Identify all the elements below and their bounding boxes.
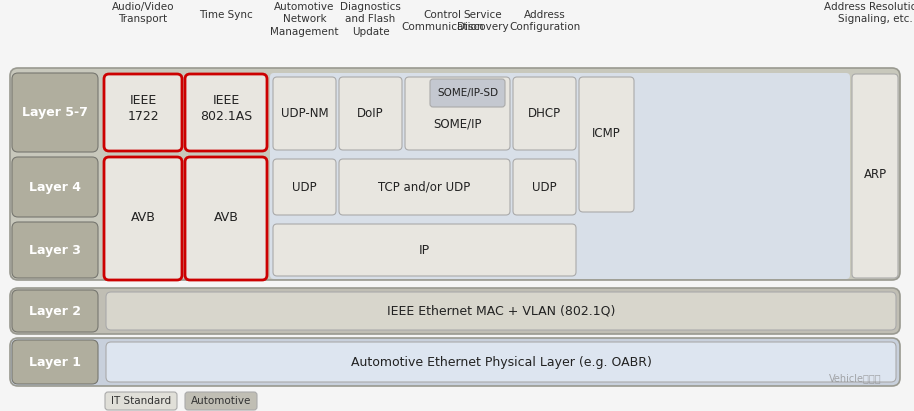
Text: Diagnostics
and Flash
Update: Diagnostics and Flash Update: [340, 2, 401, 37]
Text: Address
Configuration: Address Configuration: [509, 10, 580, 32]
Text: IP: IP: [419, 243, 430, 256]
Text: UDP: UDP: [292, 180, 317, 194]
FancyBboxPatch shape: [579, 77, 634, 212]
FancyBboxPatch shape: [270, 73, 850, 279]
FancyBboxPatch shape: [10, 288, 900, 334]
Text: IEEE
1722: IEEE 1722: [127, 94, 159, 123]
Text: AVB: AVB: [214, 210, 239, 224]
FancyBboxPatch shape: [273, 224, 576, 276]
Text: UDP-NM: UDP-NM: [281, 107, 328, 120]
Text: Automotive
Network
Management: Automotive Network Management: [271, 2, 339, 37]
FancyBboxPatch shape: [339, 159, 510, 215]
Text: SOME/IP-SD: SOME/IP-SD: [437, 88, 498, 98]
FancyBboxPatch shape: [104, 74, 182, 151]
FancyBboxPatch shape: [405, 77, 510, 150]
FancyBboxPatch shape: [185, 157, 267, 280]
Text: Vehicle攻城狮: Vehicle攻城狮: [829, 373, 881, 383]
FancyBboxPatch shape: [106, 292, 896, 330]
Text: DHCP: DHCP: [528, 107, 561, 120]
Text: Address Resolution,
Signaling, etc.: Address Resolution, Signaling, etc.: [824, 2, 914, 24]
FancyBboxPatch shape: [852, 74, 898, 278]
Text: Layer 3: Layer 3: [29, 243, 81, 256]
Text: TCP and/or UDP: TCP and/or UDP: [378, 180, 471, 194]
FancyBboxPatch shape: [12, 73, 98, 152]
Text: Automotive Ethernet Physical Layer (e.g. OABR): Automotive Ethernet Physical Layer (e.g.…: [351, 356, 652, 369]
FancyBboxPatch shape: [513, 159, 576, 215]
FancyBboxPatch shape: [104, 157, 182, 280]
Text: ICMP: ICMP: [592, 127, 621, 140]
FancyBboxPatch shape: [273, 77, 336, 150]
Text: UDP: UDP: [532, 180, 557, 194]
Text: Time Sync: Time Sync: [199, 10, 253, 20]
Text: DoIP: DoIP: [357, 107, 384, 120]
Text: Layer 1: Layer 1: [29, 356, 81, 369]
Text: Control
Communication: Control Communication: [401, 10, 484, 32]
Text: ARP: ARP: [864, 168, 887, 180]
Text: IEEE Ethernet MAC + VLAN (802.1Q): IEEE Ethernet MAC + VLAN (802.1Q): [387, 305, 615, 318]
FancyBboxPatch shape: [10, 68, 900, 280]
FancyBboxPatch shape: [185, 392, 257, 410]
FancyBboxPatch shape: [339, 77, 402, 150]
FancyBboxPatch shape: [105, 392, 177, 410]
FancyBboxPatch shape: [185, 74, 267, 151]
FancyBboxPatch shape: [430, 79, 505, 107]
Text: Automotive: Automotive: [191, 396, 251, 406]
Text: IEEE
802.1AS: IEEE 802.1AS: [200, 94, 252, 123]
Text: Service
Discovery: Service Discovery: [457, 10, 508, 32]
FancyBboxPatch shape: [273, 159, 336, 215]
FancyBboxPatch shape: [12, 340, 98, 384]
Text: AVB: AVB: [131, 210, 155, 224]
FancyBboxPatch shape: [513, 77, 576, 150]
FancyBboxPatch shape: [12, 290, 98, 332]
FancyBboxPatch shape: [10, 338, 900, 386]
FancyBboxPatch shape: [12, 157, 98, 217]
Text: Layer 2: Layer 2: [29, 305, 81, 318]
Text: SOME/IP: SOME/IP: [433, 118, 482, 131]
FancyBboxPatch shape: [12, 222, 98, 278]
Text: IT Standard: IT Standard: [111, 396, 171, 406]
Text: Audio/Video
Transport: Audio/Video Transport: [112, 2, 175, 24]
Text: Layer 5-7: Layer 5-7: [22, 106, 88, 119]
Text: Layer 4: Layer 4: [29, 180, 81, 194]
FancyBboxPatch shape: [106, 342, 896, 382]
